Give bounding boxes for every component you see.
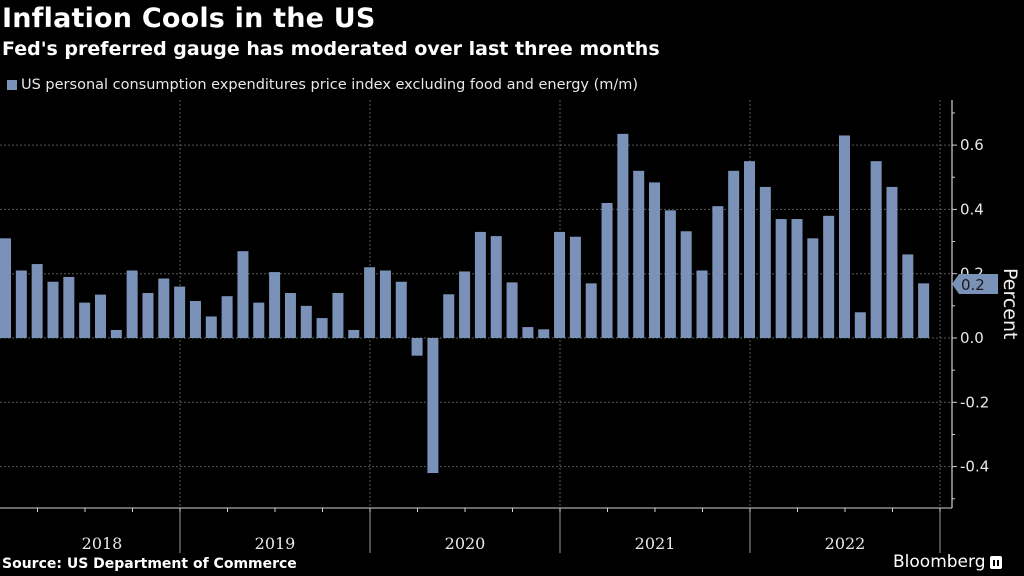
last-value-badge bbox=[952, 274, 998, 294]
bar bbox=[395, 281, 407, 338]
bloomberg-logo-icon bbox=[990, 555, 1003, 569]
bar bbox=[332, 292, 344, 338]
bar bbox=[554, 231, 566, 338]
y-axis-title: Percent bbox=[999, 268, 1021, 340]
bar bbox=[538, 329, 550, 338]
brand-label: Bloomberg bbox=[893, 552, 986, 572]
bar bbox=[427, 338, 439, 474]
bar bbox=[728, 170, 740, 338]
bar bbox=[205, 316, 217, 338]
bar bbox=[300, 305, 312, 338]
bar bbox=[31, 264, 43, 338]
y-tick-label: -0.2 bbox=[960, 393, 989, 411]
bar bbox=[649, 182, 661, 338]
bar bbox=[253, 302, 265, 338]
bar bbox=[506, 282, 518, 338]
bar bbox=[712, 206, 724, 338]
bar bbox=[870, 161, 882, 338]
bar bbox=[189, 301, 201, 338]
y-tick-label: 0.4 bbox=[960, 200, 984, 218]
y-tick-label: -0.4 bbox=[960, 458, 989, 476]
y-tick-label: 0.0 bbox=[960, 329, 984, 347]
y-tick-label: 0.6 bbox=[960, 136, 984, 154]
bar bbox=[585, 283, 597, 338]
bar bbox=[142, 292, 154, 338]
bar bbox=[237, 251, 249, 338]
bar bbox=[474, 231, 486, 338]
bar bbox=[379, 270, 391, 338]
bar bbox=[617, 133, 629, 338]
bar bbox=[0, 238, 11, 338]
legend-swatch bbox=[7, 80, 17, 90]
x-year-label: 2022 bbox=[825, 534, 866, 553]
bar bbox=[47, 281, 59, 338]
source-note: Source: US Department of Commerce bbox=[2, 556, 297, 572]
bar bbox=[348, 329, 360, 338]
x-year-label: 2018 bbox=[82, 534, 123, 553]
bloomberg-brand: Bloomberg bbox=[893, 552, 1003, 572]
chart-subtitle: Fed's preferred gauge has moderated over… bbox=[2, 38, 660, 60]
bar bbox=[284, 292, 296, 338]
bar bbox=[601, 202, 613, 338]
bar bbox=[221, 296, 233, 338]
bar bbox=[269, 272, 281, 338]
bar bbox=[633, 170, 645, 338]
bar bbox=[364, 267, 376, 338]
bar bbox=[775, 219, 787, 338]
bar bbox=[569, 236, 581, 338]
bar bbox=[94, 294, 106, 338]
bar bbox=[886, 186, 898, 338]
x-year-label: 2020 bbox=[445, 534, 486, 553]
bar bbox=[443, 294, 455, 338]
x-year-label: 2019 bbox=[255, 534, 296, 553]
bar bbox=[79, 302, 91, 338]
bar bbox=[411, 338, 423, 356]
bar bbox=[174, 286, 186, 338]
bar bbox=[759, 186, 771, 338]
bar bbox=[158, 278, 170, 338]
bar bbox=[854, 312, 866, 338]
bar bbox=[823, 215, 835, 338]
bar bbox=[316, 318, 328, 338]
bar bbox=[902, 254, 914, 338]
bar bbox=[744, 161, 756, 338]
chart-title: Inflation Cools in the US bbox=[2, 3, 376, 34]
bar bbox=[918, 283, 930, 338]
bar bbox=[490, 236, 502, 338]
bar bbox=[807, 238, 819, 338]
x-year-label: 2021 bbox=[635, 534, 676, 553]
bar bbox=[522, 327, 534, 338]
bar bbox=[696, 270, 708, 338]
bar bbox=[664, 210, 676, 338]
bar bbox=[15, 270, 27, 338]
bar bbox=[63, 276, 75, 338]
bar bbox=[680, 231, 692, 338]
bar bbox=[791, 219, 803, 338]
bar bbox=[126, 270, 138, 338]
legend-label: US personal consumption expenditures pri… bbox=[21, 77, 639, 93]
last-value-label: 0.2 bbox=[961, 276, 985, 294]
bar bbox=[838, 135, 850, 338]
bar bbox=[110, 329, 122, 338]
legend: US personal consumption expenditures pri… bbox=[7, 77, 638, 93]
bar bbox=[459, 271, 471, 338]
